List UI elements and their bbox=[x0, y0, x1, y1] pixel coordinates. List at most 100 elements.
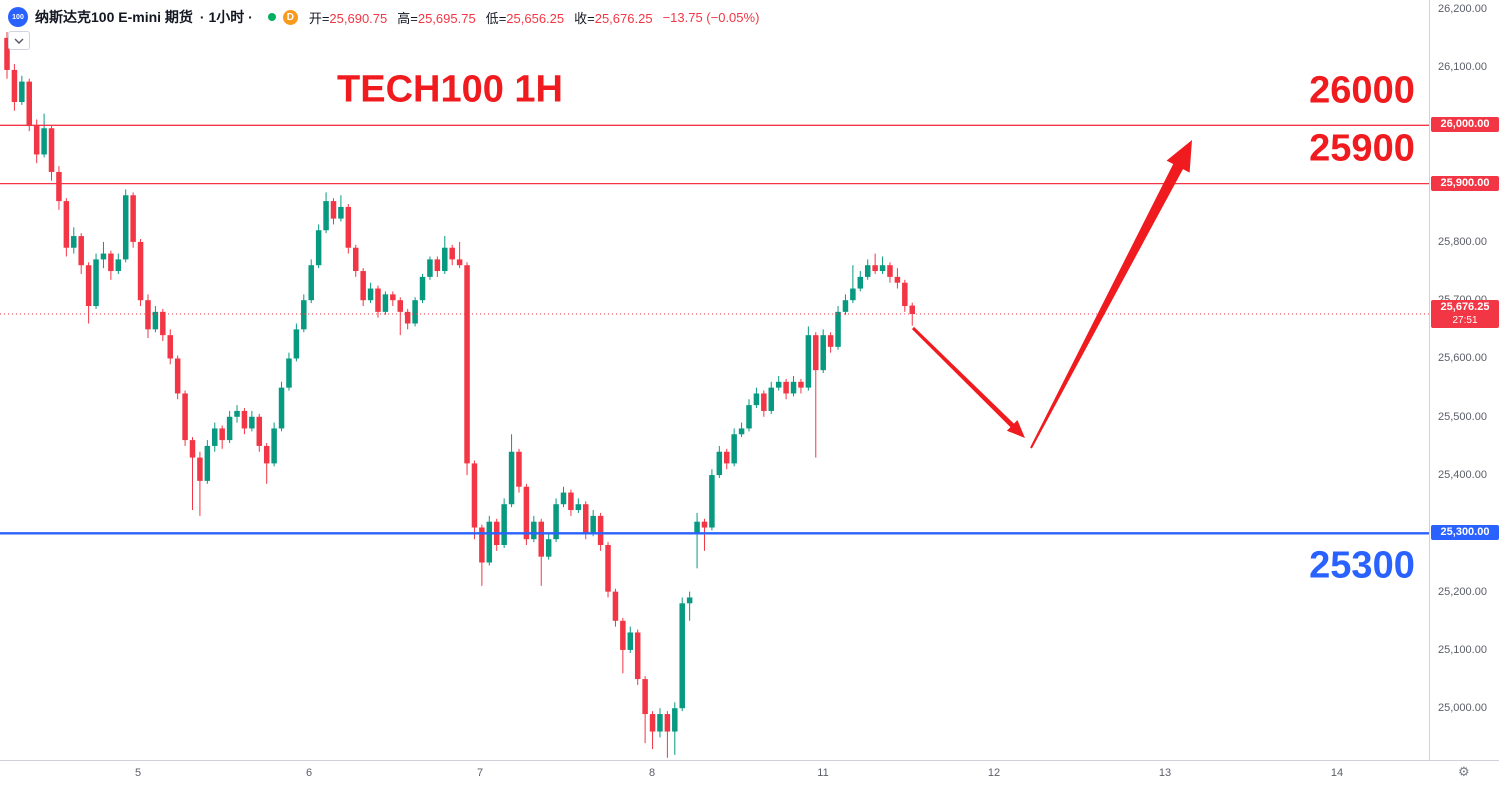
candle-down[interactable] bbox=[397, 297, 404, 336]
candle-down[interactable] bbox=[26, 78, 33, 132]
candle-up[interactable] bbox=[709, 469, 715, 531]
candle-up[interactable] bbox=[679, 597, 685, 712]
candle-up[interactable] bbox=[93, 253, 99, 309]
candle-down[interactable] bbox=[597, 512, 604, 551]
candle-up[interactable] bbox=[768, 381, 775, 414]
candle-down[interactable] bbox=[360, 268, 366, 307]
chart-annotation-text[interactable]: 26000 bbox=[1309, 69, 1415, 112]
candle-down[interactable] bbox=[174, 355, 181, 400]
candle-down[interactable] bbox=[620, 617, 626, 674]
candle-down[interactable] bbox=[63, 198, 70, 257]
candle-down[interactable] bbox=[456, 241, 463, 269]
candle-down[interactable] bbox=[664, 711, 671, 758]
candle-up[interactable] bbox=[672, 702, 678, 755]
candle-up[interactable] bbox=[293, 323, 300, 362]
candle-up[interactable] bbox=[850, 265, 856, 304]
candle-down[interactable] bbox=[48, 125, 55, 181]
candle-up[interactable] bbox=[71, 227, 77, 254]
candle-up[interactable] bbox=[746, 399, 752, 432]
candle-down[interactable] bbox=[887, 262, 893, 283]
interval-label[interactable]: · 1小时 · bbox=[199, 9, 253, 25]
candle-up[interactable] bbox=[234, 405, 240, 423]
candle-down[interactable] bbox=[894, 268, 901, 289]
candle-up[interactable] bbox=[367, 282, 374, 304]
candle-up[interactable] bbox=[775, 375, 782, 391]
candle-down[interactable] bbox=[352, 244, 359, 277]
candle-up[interactable] bbox=[323, 192, 329, 234]
candle-down[interactable] bbox=[145, 294, 151, 339]
trend-arrow-down[interactable] bbox=[911, 326, 1025, 438]
time-axis[interactable]: 5 6 7 8 11 12 13 14 bbox=[0, 760, 1499, 785]
candle-down[interactable] bbox=[4, 32, 10, 79]
candle-up[interactable] bbox=[835, 306, 841, 350]
candle-up[interactable] bbox=[657, 708, 663, 738]
candle-up[interactable] bbox=[204, 440, 211, 484]
candle-up[interactable] bbox=[442, 236, 448, 274]
candle-down[interactable] bbox=[634, 629, 641, 685]
candle-up[interactable] bbox=[419, 273, 426, 304]
candle-up[interactable] bbox=[41, 113, 47, 158]
candle-up[interactable] bbox=[531, 515, 537, 543]
candle-up[interactable] bbox=[286, 352, 292, 391]
candle-down[interactable] bbox=[263, 443, 270, 484]
candle-up[interactable] bbox=[790, 375, 797, 397]
candle-up[interactable] bbox=[486, 515, 493, 566]
candle-down[interactable] bbox=[605, 542, 611, 598]
candle-down[interactable] bbox=[130, 192, 136, 248]
candle-down[interactable] bbox=[538, 518, 544, 586]
candle-down[interactable] bbox=[160, 308, 166, 341]
candle-down[interactable] bbox=[137, 238, 144, 307]
candle-up[interactable] bbox=[560, 486, 567, 508]
candle-up[interactable] bbox=[115, 253, 122, 274]
candle-up[interactable] bbox=[271, 422, 277, 467]
candle-up[interactable] bbox=[278, 381, 285, 432]
candle-down[interactable] bbox=[241, 408, 248, 435]
candle-up[interactable] bbox=[338, 195, 344, 222]
candle-down[interactable] bbox=[479, 524, 485, 586]
candle-up[interactable] bbox=[686, 591, 693, 621]
candle-down[interactable] bbox=[761, 390, 767, 417]
symbol-title[interactable]: 纳斯达克100 E-mini 期货 bbox=[35, 9, 193, 25]
candle-down[interactable] bbox=[330, 198, 337, 225]
candle-down[interactable] bbox=[56, 166, 62, 210]
candle-up[interactable] bbox=[805, 326, 812, 391]
trend-arrow-up[interactable] bbox=[1030, 140, 1192, 449]
chart-annotation-text[interactable]: TECH100 1H bbox=[337, 68, 563, 111]
candle-down[interactable] bbox=[434, 256, 441, 277]
candle-down[interactable] bbox=[189, 437, 196, 511]
candle-down[interactable] bbox=[813, 332, 819, 458]
candle-down[interactable] bbox=[464, 262, 470, 476]
candle-up[interactable] bbox=[501, 498, 507, 548]
candle-down[interactable] bbox=[723, 448, 730, 470]
candle-down[interactable] bbox=[798, 378, 804, 394]
candle-down[interactable] bbox=[167, 329, 173, 365]
candle-down[interactable] bbox=[642, 676, 648, 744]
legend-collapse-button[interactable] bbox=[8, 31, 30, 50]
candle-up[interactable] bbox=[301, 294, 307, 333]
candle-up[interactable] bbox=[212, 422, 218, 452]
price-axis[interactable]: 26,200.00 26,100.00 26,000.00 25,900.00 25,8… bbox=[1429, 0, 1499, 760]
candle-up[interactable] bbox=[412, 297, 418, 327]
candle-down[interactable] bbox=[404, 308, 411, 330]
candle-up[interactable] bbox=[315, 224, 322, 269]
candle-down[interactable] bbox=[471, 460, 478, 540]
candle-down[interactable] bbox=[827, 332, 834, 353]
candle-up[interactable] bbox=[590, 510, 596, 537]
candle-down[interactable] bbox=[33, 119, 40, 164]
candle-up[interactable] bbox=[842, 294, 849, 315]
candle-down[interactable] bbox=[493, 518, 500, 551]
candle-down[interactable] bbox=[649, 711, 656, 750]
candle-down[interactable] bbox=[345, 204, 352, 254]
gear-icon[interactable]: ⚙ bbox=[1458, 764, 1470, 779]
candle-up[interactable] bbox=[820, 329, 826, 374]
candle-down[interactable] bbox=[78, 233, 84, 274]
candle-down[interactable] bbox=[516, 448, 522, 493]
candle-down[interactable] bbox=[219, 425, 225, 449]
candle-up[interactable] bbox=[716, 445, 723, 478]
candle-up[interactable] bbox=[100, 241, 107, 269]
candle-up[interactable] bbox=[152, 306, 159, 333]
candle-down[interactable] bbox=[256, 413, 263, 452]
candle-down[interactable] bbox=[197, 451, 203, 516]
candle-down[interactable] bbox=[902, 279, 908, 312]
